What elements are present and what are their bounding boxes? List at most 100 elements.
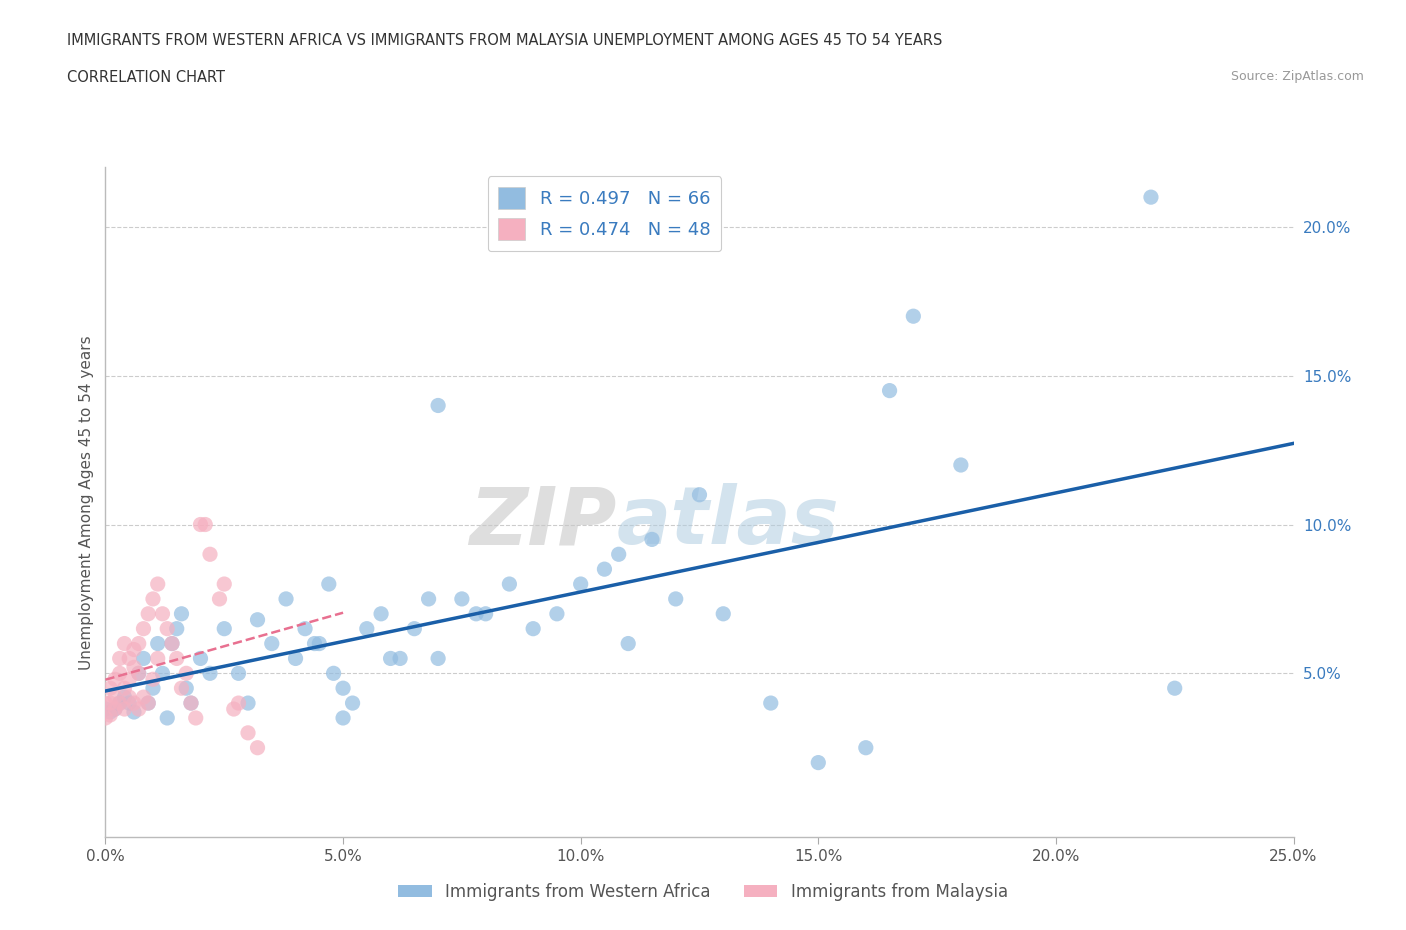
Point [222, 701, 245, 716]
Point [128, 666, 150, 681]
Point [194, 517, 217, 532]
Point [711, 606, 734, 621]
Point [146, 636, 169, 651]
Point [198, 666, 221, 681]
Point [380, 651, 402, 666]
Point [274, 591, 297, 606]
Point [122, 705, 145, 720]
Point [132, 690, 155, 705]
Point [128, 636, 150, 651]
Text: CORRELATION CHART: CORRELATION CHART [67, 70, 225, 85]
Point [546, 606, 568, 621]
Point [332, 681, 354, 696]
Point [160, 636, 183, 651]
Point [98, 705, 121, 720]
Point [498, 577, 520, 591]
Point [142, 671, 165, 686]
Point [108, 696, 131, 711]
Point [174, 681, 197, 696]
Point [855, 740, 877, 755]
Point [474, 606, 496, 621]
Point [593, 562, 616, 577]
Point [304, 636, 326, 651]
Point [228, 696, 250, 711]
Point [128, 666, 150, 681]
Point [1164, 681, 1187, 696]
Point [118, 671, 141, 686]
Point [146, 651, 169, 666]
Point [152, 666, 174, 681]
Point [236, 725, 259, 740]
Point [114, 681, 136, 696]
Legend: R = 0.497   N = 66, R = 0.474   N = 48: R = 0.497 N = 66, R = 0.474 N = 48 [488, 177, 721, 251]
Point [404, 621, 426, 636]
Point [617, 636, 640, 651]
Point [160, 636, 183, 651]
Point [136, 696, 159, 711]
Legend: Immigrants from Western Africa, Immigrants from Malaysia: Immigrants from Western Africa, Immigran… [392, 876, 1014, 908]
Point [607, 547, 630, 562]
Point [98, 708, 121, 723]
Point [318, 577, 340, 591]
Point [332, 711, 354, 725]
Point [104, 671, 127, 686]
Point [949, 458, 972, 472]
Point [114, 690, 136, 705]
Point [246, 612, 269, 627]
Point [156, 711, 179, 725]
Point [418, 591, 440, 606]
Y-axis label: Unemployment Among Ages 45 to 54 years: Unemployment Among Ages 45 to 54 years [79, 335, 94, 670]
Point [166, 621, 188, 636]
Point [104, 690, 127, 705]
Point [807, 755, 830, 770]
Point [450, 591, 472, 606]
Point [166, 651, 188, 666]
Point [104, 701, 127, 716]
Point [98, 696, 121, 711]
Point [214, 577, 236, 591]
Text: IMMIGRANTS FROM WESTERN AFRICA VS IMMIGRANTS FROM MALAYSIA UNEMPLOYMENT AMONG AG: IMMIGRANTS FROM WESTERN AFRICA VS IMMIGR… [67, 33, 943, 47]
Text: Source: ZipAtlas.com: Source: ZipAtlas.com [1230, 70, 1364, 83]
Point [190, 517, 212, 532]
Point [170, 606, 193, 621]
Point [118, 696, 141, 711]
Point [174, 666, 197, 681]
Point [128, 701, 150, 716]
Point [228, 666, 250, 681]
Point [308, 636, 330, 651]
Point [903, 309, 925, 324]
Point [665, 591, 688, 606]
Point [170, 681, 193, 696]
Point [180, 696, 202, 711]
Point [214, 621, 236, 636]
Point [114, 636, 136, 651]
Point [142, 681, 165, 696]
Point [152, 606, 174, 621]
Point [132, 651, 155, 666]
Point [370, 606, 392, 621]
Point [122, 642, 145, 657]
Point [132, 621, 155, 636]
Text: atlas: atlas [616, 484, 839, 562]
Point [322, 666, 344, 681]
Point [569, 577, 592, 591]
Point [294, 621, 316, 636]
Point [180, 696, 202, 711]
Point [759, 696, 782, 711]
Point [108, 666, 131, 681]
Point [522, 621, 544, 636]
Point [108, 696, 131, 711]
Point [184, 711, 207, 725]
Point [356, 621, 378, 636]
Text: ZIP: ZIP [470, 484, 616, 562]
Point [118, 690, 141, 705]
Point [284, 651, 307, 666]
Point [142, 591, 165, 606]
Point [122, 660, 145, 675]
Point [246, 740, 269, 755]
Point [156, 621, 179, 636]
Point [108, 651, 131, 666]
Point [689, 487, 711, 502]
Point [136, 696, 159, 711]
Point [342, 696, 364, 711]
